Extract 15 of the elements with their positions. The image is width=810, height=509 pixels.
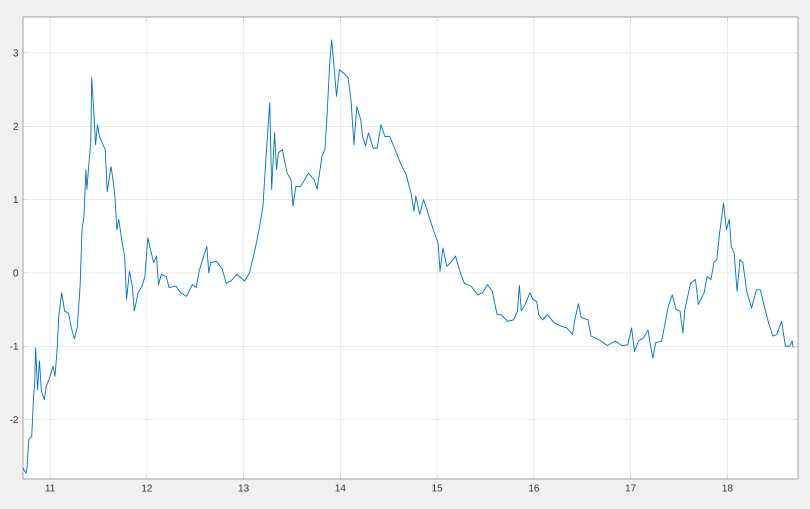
line-series: [23, 39, 794, 474]
y-tick-label: -1: [10, 342, 18, 350]
x-tick-label: 18: [722, 484, 732, 492]
y-tick-label: 1: [14, 196, 18, 204]
y-tick-label: -2: [10, 416, 18, 424]
y-tick-label: 2: [13, 122, 18, 130]
x-tick-label: 11: [46, 484, 55, 492]
x-tick-label: 13: [238, 484, 249, 492]
x-tick-label: 12: [142, 484, 152, 492]
x-tick-label: 15: [432, 484, 442, 492]
x-tick-label: 17: [626, 484, 636, 492]
y-tick-label: 3: [13, 49, 18, 56]
x-tick-label: 16: [529, 484, 539, 492]
x-tick-label: 14: [336, 484, 346, 492]
y-tick-label: 0: [13, 269, 18, 276]
